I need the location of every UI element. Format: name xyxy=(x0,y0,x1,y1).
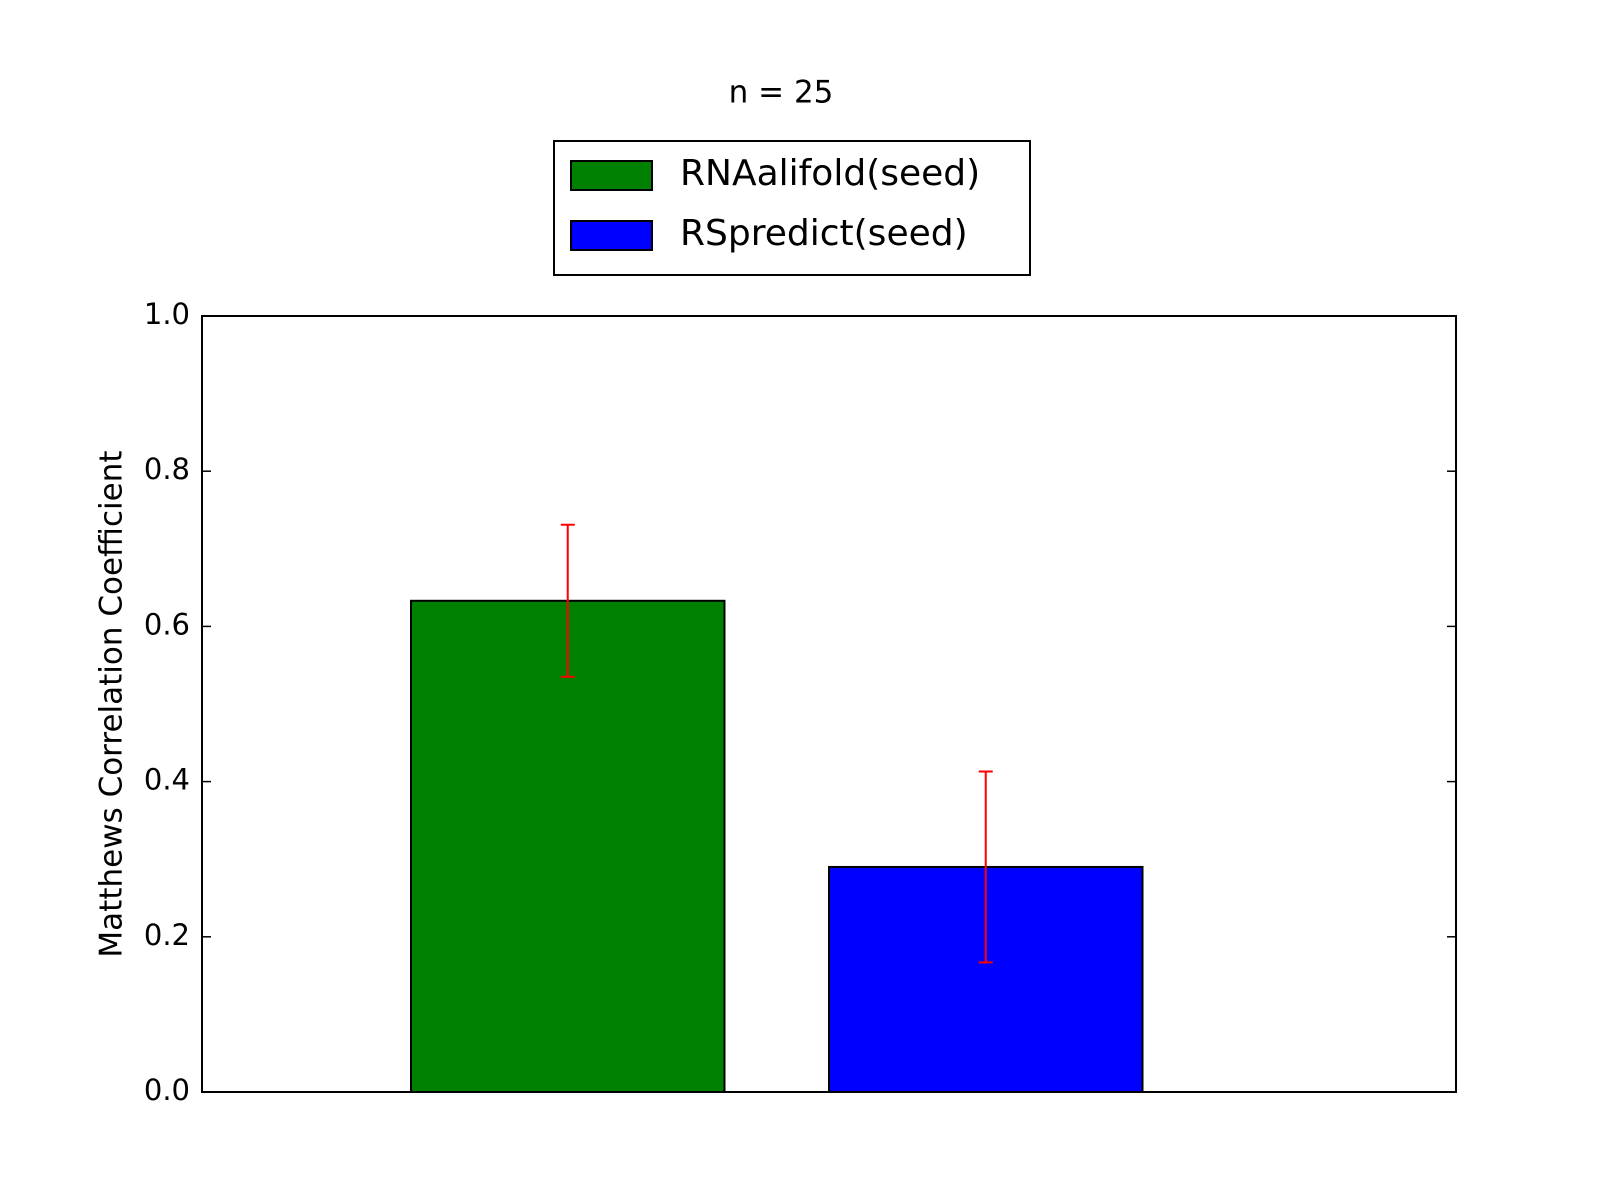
y-tick-label: 0.6 xyxy=(144,607,190,641)
legend-swatch xyxy=(570,220,653,251)
legend-swatch xyxy=(570,160,653,191)
y-tick-label: 0.4 xyxy=(144,763,190,797)
plot-frame xyxy=(201,315,1457,1093)
error-bar xyxy=(978,770,993,964)
y-tick-label: 0.0 xyxy=(144,1073,190,1107)
legend-label: RNAalifold(seed) xyxy=(680,153,980,194)
y-tick-label: 1.0 xyxy=(144,297,190,331)
bar xyxy=(410,599,726,1093)
error-bar xyxy=(560,523,575,678)
y-tick-label: 0.8 xyxy=(144,452,190,486)
y-axis-label: Matthews Correlation Coefficient xyxy=(94,450,130,957)
y-tick-label: 0.2 xyxy=(144,918,190,952)
chart-title: n = 25 xyxy=(729,75,834,111)
legend-label: RSpredict(seed) xyxy=(680,213,968,254)
